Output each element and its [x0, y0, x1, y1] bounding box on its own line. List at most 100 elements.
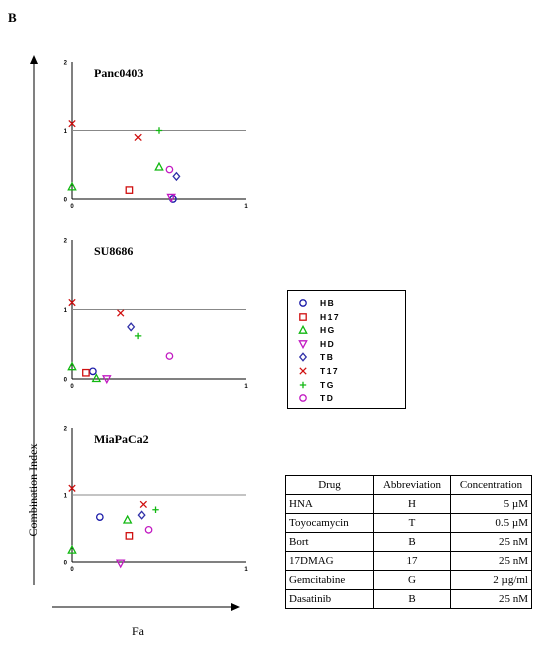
panel-title: SU8686 — [94, 244, 133, 258]
x-tick-label: 1 — [244, 384, 248, 390]
legend-marker-h17 — [299, 312, 307, 321]
drug-abbreviation: H — [373, 494, 451, 514]
data-point-tb — [127, 322, 136, 332]
legend-label: TB — [320, 352, 335, 363]
scatter-panel-1: 0 1 2 0 1 Panc0403 — [64, 61, 249, 211]
drug-abbreviation: B — [373, 532, 451, 552]
drug-name: Bort — [285, 532, 374, 552]
data-point-tg — [134, 332, 142, 340]
data-point-h17 — [82, 368, 90, 377]
legend-marker-tb — [298, 352, 308, 363]
panel-label: B — [8, 10, 17, 25]
x-axis-label: Fa — [132, 624, 144, 638]
y-tick-label: 2 — [64, 427, 68, 433]
x-tick-label: 0 — [70, 384, 74, 390]
legend-label: TG — [320, 379, 335, 390]
legend-marker-icon — [299, 367, 307, 375]
legend-marker-icon — [298, 325, 308, 335]
drug-concentration: 2 µg/ml — [450, 570, 532, 590]
y-axis-label: Combination Index — [26, 443, 40, 537]
data-point-hg — [154, 161, 164, 171]
legend-marker-icon — [299, 381, 307, 388]
data-point-t17 — [134, 133, 142, 142]
legend-label: HG — [320, 325, 336, 336]
data-point-hb — [89, 367, 97, 376]
data-point-hg — [67, 544, 77, 554]
scatter-panel-3: 0 1 2 0 1 MiaPaCa2 — [64, 427, 249, 574]
shared-axes — [30, 55, 240, 611]
legend-marker-icon — [298, 352, 308, 363]
panel-title: MiaPaCa2 — [94, 432, 149, 446]
legend-marker-icon — [298, 339, 308, 349]
drug-name: Dasatinib — [285, 589, 374, 609]
legend-marker-icon — [299, 299, 307, 307]
legend-marker-icon — [299, 394, 307, 403]
data-point-hd — [115, 559, 126, 569]
y-tick-label: 2 — [64, 61, 68, 67]
scatter-panels: 0 1 2 0 1 Panc0403 0 1 2 0 1 SU8686 0 1 2 0 1 MiaPaCa2 — [64, 61, 249, 574]
scatter-panel-2: 0 1 2 0 1 SU8686 — [64, 239, 249, 391]
drug-concentration: 0.5 µM — [450, 513, 532, 533]
drug-abbreviation: B — [373, 589, 451, 609]
x-tick-label: 1 — [244, 567, 248, 573]
drug-concentration: 25 nM — [450, 532, 532, 552]
data-point-hd — [102, 375, 112, 385]
legend-marker-hd — [298, 339, 308, 349]
y-tick-label: 1 — [64, 308, 68, 314]
drug-concentration: 25 nM — [450, 589, 532, 609]
x-tick-label: 0 — [70, 567, 74, 573]
data-point-hg — [67, 361, 77, 371]
shared-x-arrow — [231, 603, 240, 611]
data-point-t17 — [139, 500, 147, 509]
data-point-hg — [122, 514, 133, 524]
data-point-td — [144, 525, 153, 534]
data-point-t17 — [68, 119, 76, 128]
y-tick-label: 0 — [64, 561, 68, 567]
legend-label: H17 — [320, 311, 341, 322]
legend-marker-td — [299, 394, 307, 403]
drug-name: HNA — [285, 494, 374, 514]
drug-name: 17DMAG — [285, 551, 374, 571]
legend-marker-hb — [299, 299, 307, 307]
y-tick-label: 1 — [64, 129, 68, 135]
panel-title: Panc0403 — [94, 66, 143, 80]
legend-label: HD — [320, 338, 336, 349]
drug-abbreviation: G — [373, 570, 451, 590]
data-point-h17 — [125, 532, 134, 540]
table-row: 17DMAG 17 25 nM — [285, 551, 532, 571]
data-point-hg — [67, 181, 77, 191]
legend-marker-t17 — [299, 367, 307, 375]
table-row: Gemcitabine G 2 µg/ml — [285, 570, 532, 590]
table-row: Toyocamycin T 0.5 µM — [285, 513, 532, 533]
data-point-tb — [172, 171, 181, 182]
header-concentration: Concentration — [450, 475, 532, 495]
header-drug: Drug — [285, 475, 374, 495]
legend: HB H17 HG HD TB T17 TG TD — [287, 290, 406, 409]
data-point-t17 — [68, 484, 76, 492]
y-tick-label: 2 — [64, 239, 68, 245]
data-point-hb — [95, 513, 104, 521]
data-point-tb — [137, 510, 146, 520]
data-point-hg — [91, 373, 102, 383]
table-header-row: Drug Abbreviation Concentration — [285, 475, 532, 495]
table-row: Dasatinib B 25 nM — [285, 589, 532, 609]
data-point-t17 — [117, 309, 125, 317]
y-tick-label: 1 — [64, 494, 68, 500]
data-point-td — [165, 352, 174, 360]
header-abbreviation: Abbreviation — [373, 475, 451, 495]
drug-concentration: 5 µM — [450, 494, 532, 514]
drug-concentration: 25 nM — [450, 551, 532, 571]
legend-label: T17 — [320, 366, 340, 376]
x-tick-label: 0 — [70, 204, 74, 210]
data-point-t17 — [68, 298, 76, 307]
drug-abbreviation: T — [373, 513, 451, 533]
shared-y-arrow — [30, 55, 38, 64]
drug-table: Drug Abbreviation Concentration HNA H 5 … — [285, 475, 532, 609]
x-tick-label: 1 — [244, 204, 248, 210]
table-row: Bort B 25 nM — [285, 532, 532, 552]
data-point-h17 — [125, 186, 134, 194]
drug-name: Gemcitabine — [285, 570, 374, 590]
data-point-tg — [152, 506, 159, 513]
data-point-hd — [166, 193, 176, 203]
